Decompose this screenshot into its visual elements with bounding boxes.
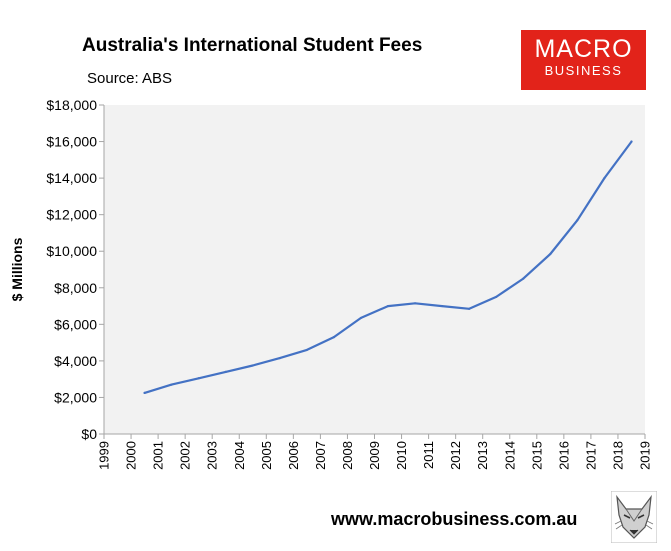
macrobusiness-logo: MACRO BUSINESS <box>521 30 646 90</box>
x-tick-label: 2013 <box>475 441 490 470</box>
x-tick-label: 2009 <box>367 441 382 470</box>
y-tick-label: $14,000 <box>46 170 97 186</box>
logo-line-2: BUSINESS <box>544 63 623 78</box>
chart-title: Australia's International Student Fees <box>82 35 423 56</box>
y-tick-label: $2,000 <box>54 389 97 405</box>
data-point <box>224 370 227 373</box>
data-point <box>332 336 336 339</box>
data-point <box>468 307 471 310</box>
data-point <box>603 177 606 180</box>
data-point <box>170 383 173 386</box>
x-axis: 1999 2000 2001 2002 2003 2004 2005 2006 2007 2008… <box>97 433 653 470</box>
y-axis-label: $ Millions <box>9 237 25 301</box>
data-point <box>522 277 525 280</box>
data-point <box>386 304 390 308</box>
y-axis: $0 $2,000 $4,000 $6,000 $8,000 $10,000 $12,000… <box>46 97 105 442</box>
y-tick-label: $8,000 <box>54 280 97 296</box>
y-tick-label: $6,000 <box>54 316 97 332</box>
data-point <box>305 348 308 352</box>
x-tick-label: 2015 <box>529 441 544 470</box>
y-tick-label: $16,000 <box>46 134 97 150</box>
plot-area <box>104 105 645 434</box>
x-tick-label: 2001 <box>151 441 166 470</box>
x-tick-label: 2010 <box>394 441 409 470</box>
x-tick-label: 2005 <box>259 441 274 470</box>
footer-url: www.macrobusiness.com.au <box>331 509 578 529</box>
logo-line-1: MACRO <box>534 35 633 63</box>
x-tick-label: 2017 <box>583 441 598 470</box>
data-point <box>495 295 498 299</box>
data-point <box>278 357 281 360</box>
data-point <box>441 304 444 308</box>
y-tick-label: $12,000 <box>46 207 97 223</box>
line-chart: $0 $2,000 $4,000 $6,000 $8,000 $10,000 $12,000… <box>9 97 653 470</box>
x-tick-label: 2007 <box>313 441 328 470</box>
data-point <box>549 252 552 256</box>
x-tick-label: 2014 <box>502 441 517 470</box>
x-tick-label: 2019 <box>638 441 653 470</box>
x-tick-label: 2012 <box>448 441 463 470</box>
y-tick-label: $4,000 <box>54 353 97 369</box>
y-tick-label: $18,000 <box>46 97 97 113</box>
x-tick-label: 2004 <box>232 441 247 470</box>
x-tick-label: 2002 <box>178 441 193 470</box>
x-tick-label: 2018 <box>611 441 626 470</box>
x-tick-label: 2006 <box>286 441 301 470</box>
chart-source: Source: ABS <box>87 70 173 87</box>
data-point <box>251 364 254 367</box>
y-tick-label: $0 <box>81 426 97 442</box>
x-tick-label: 2008 <box>340 441 355 470</box>
data-point <box>143 391 146 394</box>
x-tick-label: 1999 <box>97 441 112 470</box>
series-group <box>143 140 633 394</box>
data-point <box>413 302 417 305</box>
data-point <box>197 377 200 380</box>
data-point <box>576 219 579 222</box>
data-point <box>359 316 363 320</box>
x-tick-label: 2000 <box>124 441 139 470</box>
y-tick-label: $10,000 <box>46 243 97 259</box>
x-tick-label: 2016 <box>556 441 571 470</box>
x-tick-label: 2003 <box>205 441 220 470</box>
x-tick-label: 2011 <box>421 441 436 469</box>
wolf-icon <box>611 491 657 543</box>
data-point <box>630 140 633 143</box>
